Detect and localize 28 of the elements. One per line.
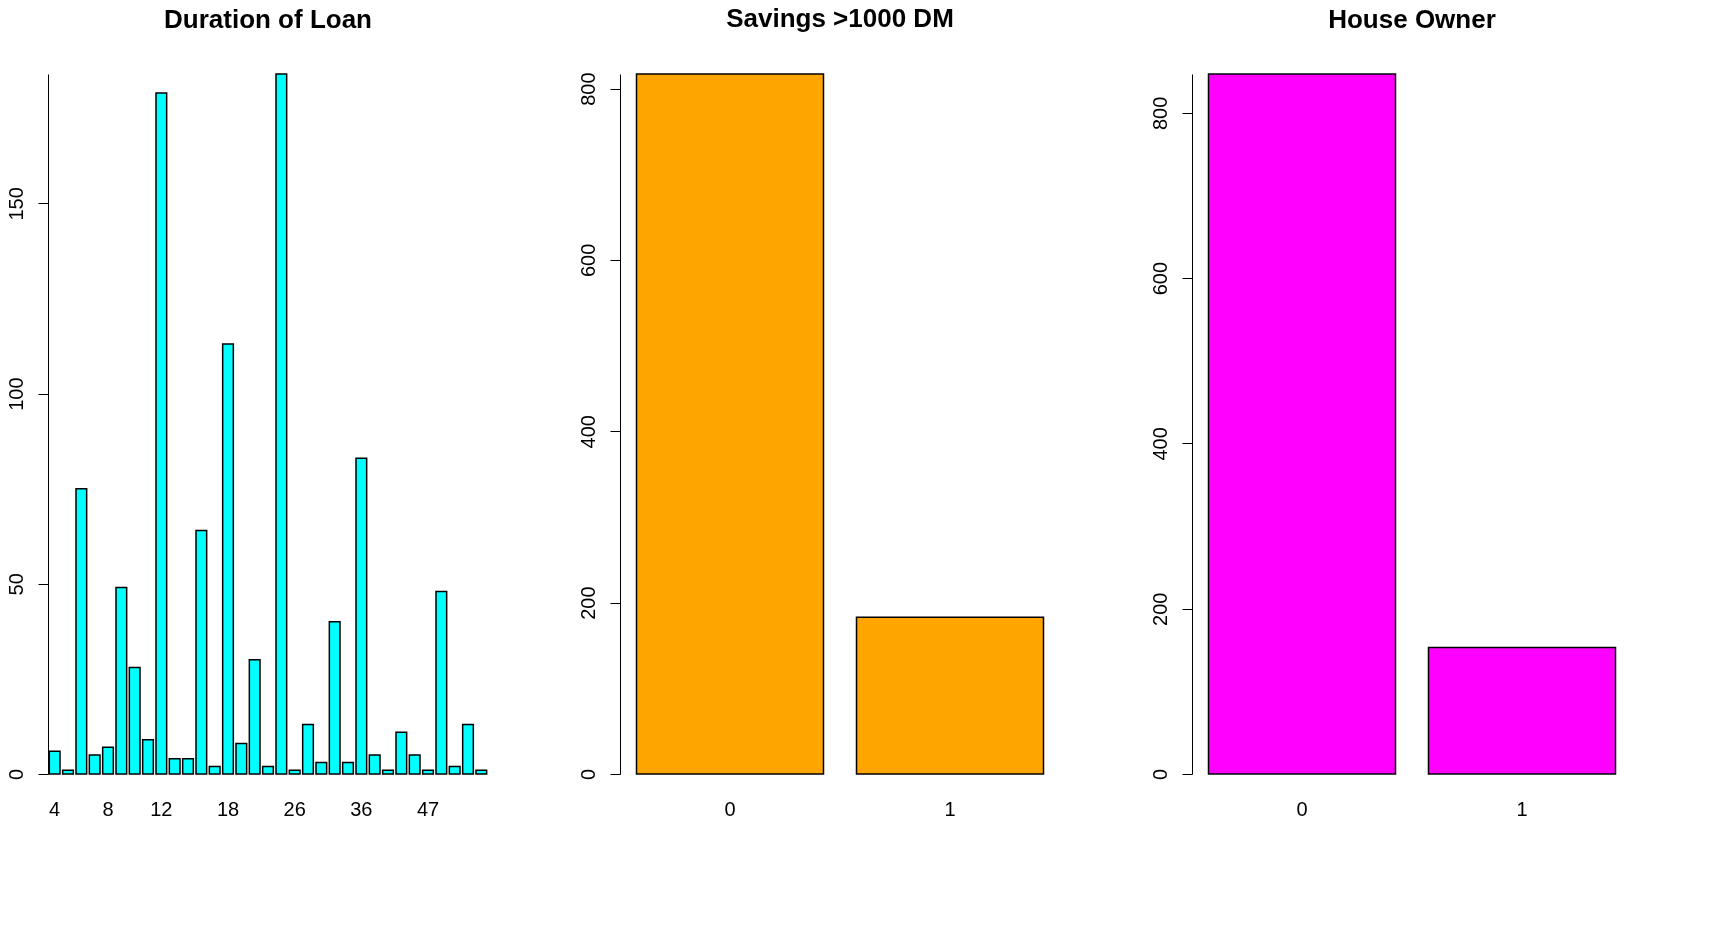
y-tick-label: 200 [576,586,599,620]
chart-title: Savings >1000 DM [726,2,954,33]
x-tick-label: 8 [102,797,114,820]
chart-title: Duration of Loan [164,4,372,35]
x-tick-label: 4 [49,797,61,820]
y-tick-label: 200 [1148,592,1171,626]
x-tick-label: 36 [350,797,373,820]
x-tick-label: 12 [150,797,173,820]
x-tick-label: 1 [944,797,956,820]
y-tick-label: 0 [576,768,599,781]
x-tick-label: 0 [1296,797,1308,820]
y-tick-label: 0 [4,768,27,781]
y-tick-label: 400 [1148,427,1171,461]
x-tick-label: 0 [724,797,736,820]
y-tick-label: 150 [4,187,27,221]
y-tick-label: 600 [576,243,599,278]
chart-title: House Owner [1328,4,1496,35]
y-tick-label: 800 [1148,96,1171,131]
x-tick-label: 47 [416,797,440,820]
y-tick-label: 50 [4,573,27,596]
y-tick-label: 800 [576,72,599,106]
y-tick-label: 100 [4,377,27,411]
x-tick-label: 1 [1516,797,1528,820]
x-tick-label: 18 [216,797,240,820]
x-tick-label: 26 [283,797,306,820]
y-tick-label: 600 [1148,261,1171,296]
y-tick-label: 0 [1148,768,1171,781]
y-tick-label: 400 [576,415,599,449]
